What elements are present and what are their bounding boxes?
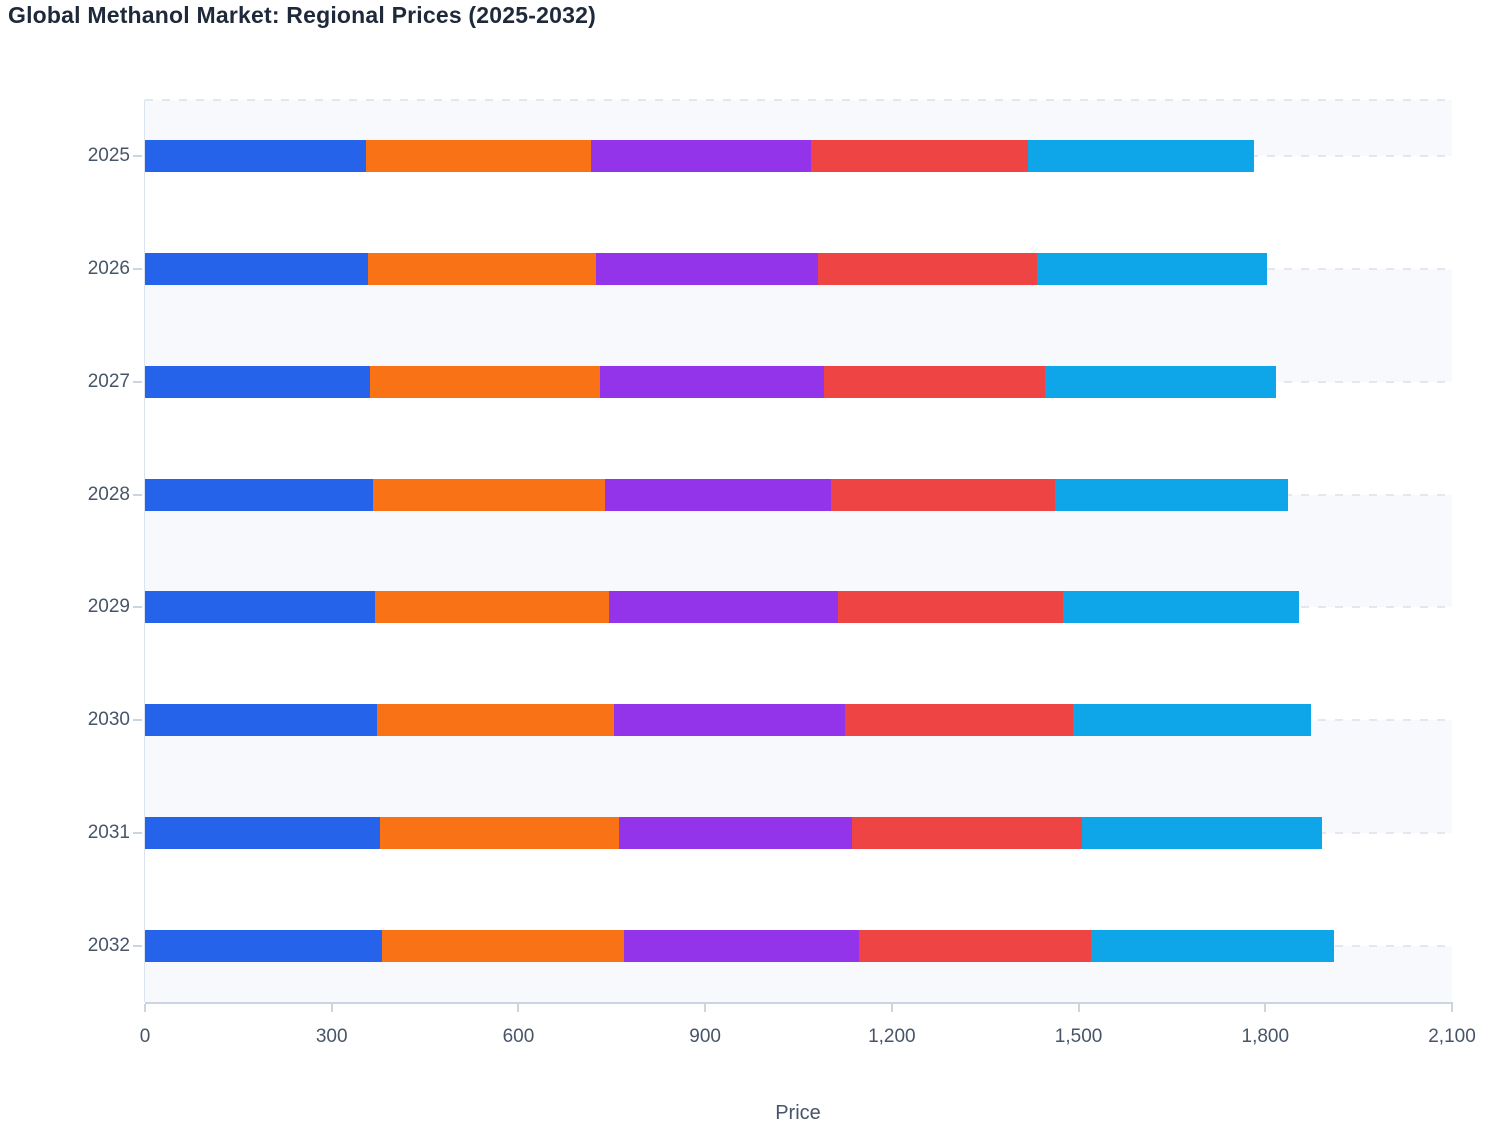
x-tick-label: 0 <box>139 1026 151 1047</box>
bar-segment-series-orange-2027[interactable] <box>370 365 600 398</box>
bar-segment-series-cyan-2031[interactable] <box>1081 816 1322 849</box>
bar-segment-series-orange-2025[interactable] <box>365 140 592 173</box>
bar-segment-series-cyan-2028[interactable] <box>1054 478 1289 511</box>
chart-title: Global Methanol Market: Regional Prices … <box>8 2 596 28</box>
x-tick-label: 1,500 <box>1054 1026 1103 1047</box>
x-tick-label: 900 <box>689 1026 721 1047</box>
x-tick-label: 600 <box>502 1026 535 1047</box>
x-axis-line <box>145 1002 1453 1004</box>
y-tick-label: 2029 <box>87 596 130 618</box>
x-axis-tick <box>144 1004 146 1012</box>
bar-segment-series-red-2030[interactable] <box>845 704 1073 737</box>
y-tick-label: 2030 <box>87 709 130 731</box>
x-axis-tick <box>704 1004 707 1012</box>
y-tick-label: 2025 <box>87 145 130 167</box>
bar-segment-series-purple-2025[interactable] <box>591 140 811 173</box>
x-axis-title: Price <box>775 1102 821 1124</box>
y-axis-tick <box>133 268 142 271</box>
bar-segment-series-cyan-2029[interactable] <box>1063 591 1299 624</box>
bar-segment-series-blue-2027[interactable] <box>145 365 371 398</box>
bar-segment-series-purple-2032[interactable] <box>623 929 859 962</box>
y-axis-tick <box>133 944 142 947</box>
bar-segment-series-purple-2031[interactable] <box>618 816 853 849</box>
y-axis-tick <box>133 380 142 383</box>
bar-segment-series-orange-2028[interactable] <box>372 478 605 511</box>
plot-area <box>145 99 1452 1002</box>
bar-segment-series-cyan-2032[interactable] <box>1091 929 1334 962</box>
bar-segment-series-purple-2026[interactable] <box>596 253 819 286</box>
bar-segment-series-orange-2030[interactable] <box>377 704 615 737</box>
y-axis-tick <box>133 719 142 722</box>
y-tick-label: 2027 <box>87 370 130 392</box>
bar-segment-series-blue-2032[interactable] <box>145 929 383 962</box>
x-axis-tick <box>1077 1004 1080 1012</box>
y-tick-label: 2032 <box>87 934 130 956</box>
y-axis-tick <box>133 155 142 158</box>
y-axis-line <box>144 100 145 1002</box>
bar-segment-series-cyan-2025[interactable] <box>1027 140 1255 173</box>
bar-segment-series-orange-2029[interactable] <box>374 591 610 624</box>
y-tick-label: 2026 <box>87 258 130 280</box>
y-tick-label: 2028 <box>87 483 130 505</box>
bar-segment-series-red-2029[interactable] <box>837 591 1063 624</box>
bar-segment-series-orange-2031[interactable] <box>379 816 619 849</box>
bar-segment-series-purple-2027[interactable] <box>599 365 824 398</box>
bar-segment-series-blue-2030[interactable] <box>145 704 378 737</box>
bar-segment-series-red-2031[interactable] <box>852 816 1082 849</box>
y-tick-label: 2031 <box>87 821 130 843</box>
bar-segment-series-red-2027[interactable] <box>824 365 1045 398</box>
y-axis-tick <box>133 831 142 834</box>
row-band <box>145 494 1452 608</box>
bar-segment-series-red-2026[interactable] <box>818 253 1038 286</box>
x-axis-tick <box>517 1004 520 1012</box>
x-axis-tick <box>1264 1004 1267 1012</box>
x-tick-label: 300 <box>315 1026 348 1047</box>
bar-segment-series-red-2032[interactable] <box>858 929 1091 962</box>
bar-segment-series-blue-2025[interactable] <box>145 140 366 173</box>
x-tick-label: 1,800 <box>1241 1026 1290 1047</box>
bar-segment-series-blue-2031[interactable] <box>145 816 380 849</box>
bar-segment-series-cyan-2027[interactable] <box>1044 365 1276 398</box>
x-axis-tick <box>330 1004 333 1012</box>
bar-segment-series-orange-2032[interactable] <box>382 929 624 962</box>
bar-segment-series-purple-2028[interactable] <box>604 478 832 511</box>
bar-segment-series-cyan-2026[interactable] <box>1037 253 1267 286</box>
bar-segment-series-purple-2029[interactable] <box>609 591 838 624</box>
x-tick-label: 2,100 <box>1428 1026 1476 1047</box>
bar-segment-series-cyan-2030[interactable] <box>1072 704 1312 737</box>
bar-segment-series-red-2028[interactable] <box>831 478 1055 511</box>
x-axis-tick <box>1451 1004 1453 1012</box>
bar-segment-series-blue-2029[interactable] <box>145 591 375 624</box>
bar-segment-series-blue-2026[interactable] <box>145 253 369 286</box>
y-axis-tick <box>133 606 142 609</box>
gridline-dashed <box>145 99 1452 101</box>
x-tick-label: 1,200 <box>868 1026 916 1047</box>
row-band <box>145 269 1452 382</box>
y-axis-tick <box>133 493 142 496</box>
bar-segment-series-red-2025[interactable] <box>810 140 1028 173</box>
row-band <box>145 720 1452 833</box>
bar-segment-series-purple-2030[interactable] <box>614 704 846 737</box>
x-axis-tick <box>890 1004 893 1012</box>
bar-segment-series-blue-2028[interactable] <box>145 478 373 511</box>
bar-segment-series-orange-2026[interactable] <box>368 253 597 286</box>
